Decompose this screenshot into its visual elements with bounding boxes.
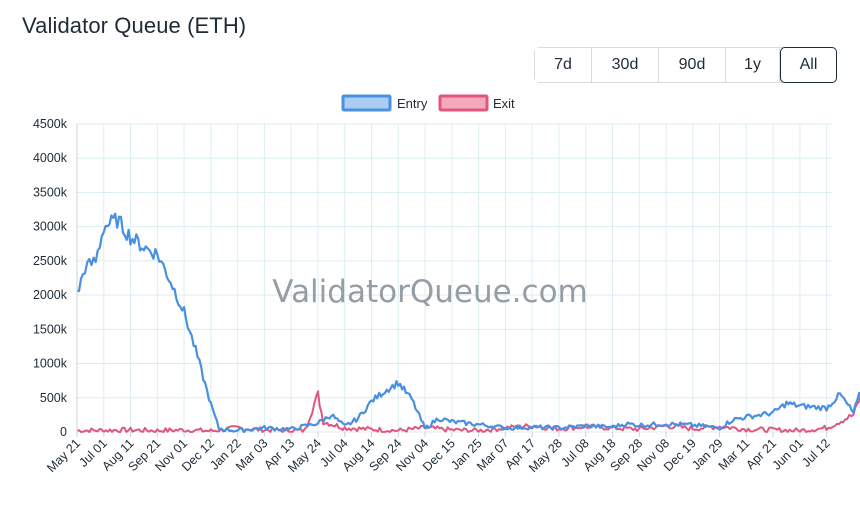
series-exit-line (76, 390, 860, 433)
time-range-selector: 7d 30d 90d 1y All (534, 47, 837, 83)
y-tick-label: 0 (60, 425, 67, 439)
x-tick-label: Jun 01 (770, 436, 806, 472)
range-1y-button[interactable]: 1y (726, 48, 780, 82)
legend-entry-label[interactable]: Entry (397, 96, 428, 111)
page-title: Validator Queue (ETH) (22, 13, 247, 38)
y-tick-label: 4000k (33, 151, 68, 165)
watermark: ValidatorQueue.com (272, 274, 587, 310)
y-tick-label: 4500k (33, 117, 68, 131)
chart-series (76, 212, 860, 434)
y-tick-label: 3500k (33, 185, 68, 199)
range-30d-button[interactable]: 30d (592, 48, 659, 82)
y-tick-label: 1000k (33, 357, 68, 371)
watermark-text: ValidatorQueue.com (272, 274, 587, 310)
range-7d-button[interactable]: 7d (535, 48, 592, 82)
y-tick-label: 1500k (33, 322, 68, 336)
y-axis: 0 500k 1000k 1500k 2000k 2500k 3000k 3500k 4000k… (33, 117, 78, 439)
y-tick-label: 2000k (33, 288, 68, 302)
series-entry-line (77, 212, 860, 434)
x-tick-label: Jul 12 (799, 436, 833, 470)
range-90d-button[interactable]: 90d (659, 48, 726, 82)
y-tick-label: 3000k (33, 220, 68, 234)
y-tick-label: 2500k (33, 254, 68, 268)
legend-entry-swatch[interactable] (341, 94, 392, 112)
legend-exit-label[interactable]: Exit (493, 96, 515, 111)
legend-exit-swatch[interactable] (438, 94, 489, 112)
x-tick-label: May 21 (44, 436, 83, 475)
y-tick-label: 500k (40, 391, 68, 405)
range-all-button[interactable]: All (780, 47, 837, 83)
chart-legend: Entry Exit (341, 94, 515, 112)
